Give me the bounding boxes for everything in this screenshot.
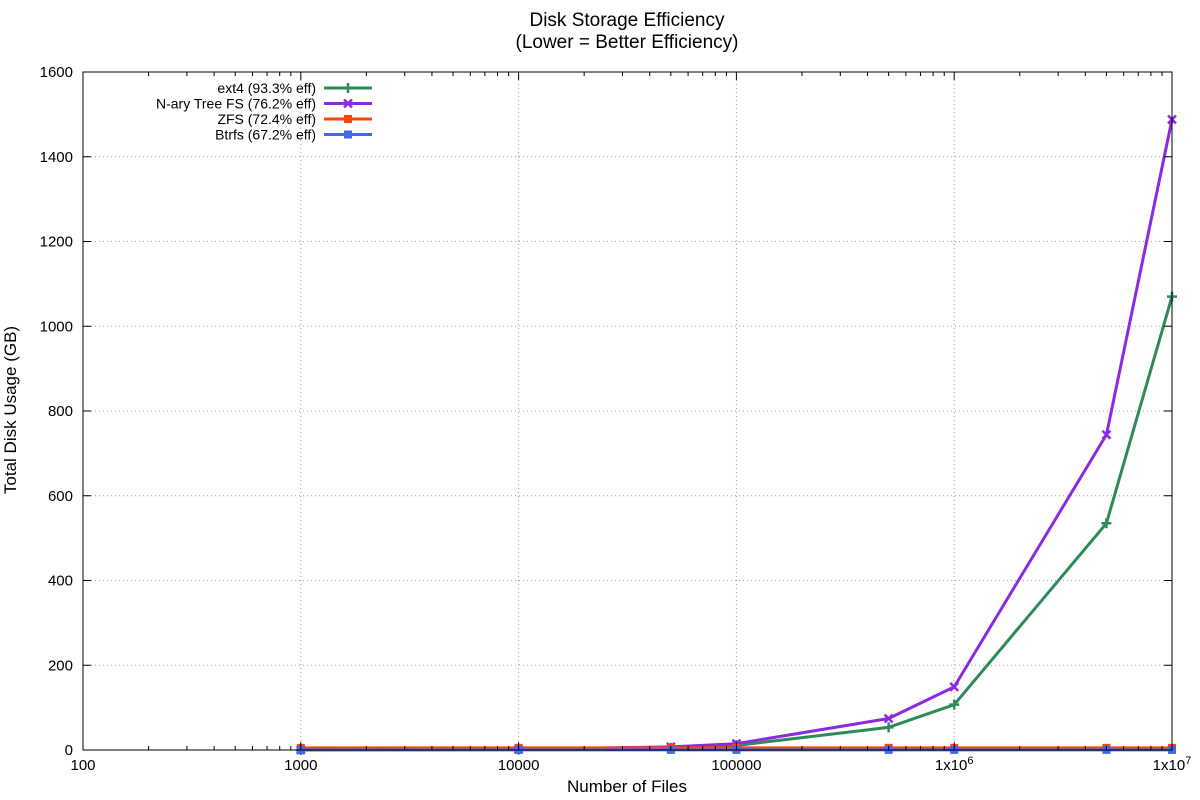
data-point-nary [883, 713, 894, 724]
series-ext4 [295, 291, 1177, 755]
legend-entry-nary: N-ary Tree FS (76.2% eff) [156, 96, 372, 112]
chart-title: Disk Storage Efficiency [529, 10, 725, 31]
y-tick-label: 1400 [40, 149, 73, 166]
legend-marker-btrfs [344, 130, 352, 139]
legend-marker-nary [343, 98, 353, 109]
legend-entry-btrfs: Btrfs (67.2% eff) [215, 127, 372, 143]
chart-subtitle: (Lower = Better Efficiency) [516, 32, 739, 53]
legend-label-zfs: ZFS (72.4% eff) [217, 111, 316, 127]
x-tick-label: 1000 [284, 757, 317, 774]
data-point-ext4 [883, 722, 894, 733]
y-tick-label: 400 [48, 573, 73, 590]
data-point-ext4 [949, 699, 960, 710]
series-line-nary [300, 119, 1174, 752]
y-axis-title: Total Disk Usage (GB) [1, 326, 20, 494]
y-tick-label: 1600 [40, 64, 73, 81]
x-tick-label: 100000 [711, 757, 761, 774]
data-point-nary [949, 681, 960, 692]
legend-marker-zfs [344, 115, 352, 123]
series-layer [295, 114, 1177, 755]
x-tick-label: 1x107 [1153, 755, 1192, 774]
axis-ticks: 0 200 400 600 800 1000 1200 1400 1600 100 1000 1000… [40, 64, 1192, 774]
legend-entry-ext4: ext4 (93.3% eff) [217, 80, 372, 96]
data-point-ext4 [1101, 518, 1112, 529]
grid-lines [83, 72, 1172, 750]
y-tick-label: 0 [65, 742, 73, 759]
data-point-nary [1101, 429, 1112, 440]
legend-label-ext4: ext4 (93.3% eff) [217, 80, 316, 96]
x-axis-title: Number of Files [567, 777, 687, 796]
series-nary [295, 114, 1177, 755]
legend-label-nary: N-ary Tree FS (76.2% eff) [156, 96, 316, 112]
y-tick-label: 1000 [40, 318, 73, 335]
y-tick-label: 200 [48, 657, 73, 674]
x-tick-label: 100 [70, 757, 95, 774]
x-tick-label: 1x106 [935, 755, 974, 774]
legend: ext4 (93.3% eff)N-ary Tree FS (76.2% eff… [156, 80, 372, 143]
legend-label-btrfs: Btrfs (67.2% eff) [215, 127, 316, 143]
legend-entry-zfs: ZFS (72.4% eff) [217, 111, 372, 127]
legend-marker-ext4 [343, 83, 353, 93]
y-tick-label: 600 [48, 488, 73, 505]
x-tick-label: 10000 [498, 757, 540, 774]
y-tick-label: 1200 [40, 234, 73, 251]
y-tick-label: 800 [48, 403, 73, 420]
